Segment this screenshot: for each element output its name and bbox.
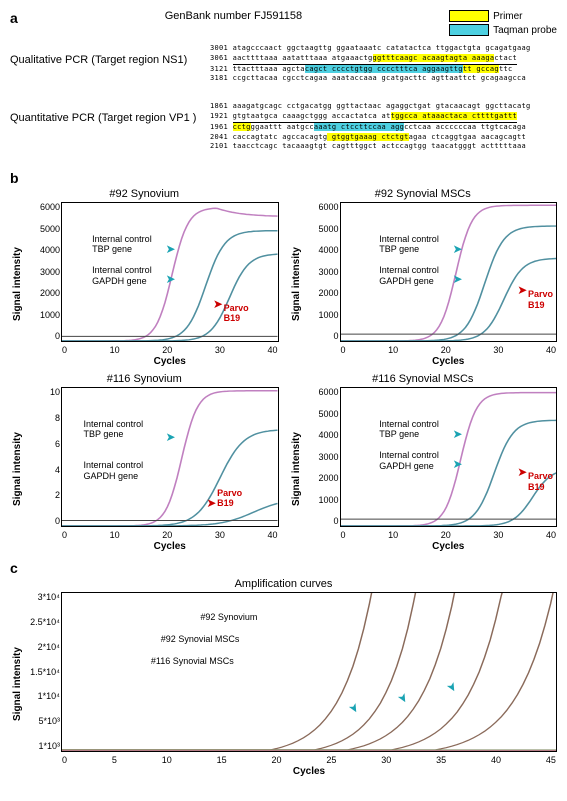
annot-sample: #92 Synovial MSCs xyxy=(161,634,240,645)
plot: 6000500040003000200010000 Internal contr… xyxy=(340,202,558,342)
chart-b2: #92 Synovial MSCs Signal intensity 60005… xyxy=(289,188,558,367)
panel-b-label: b xyxy=(10,170,19,186)
arrow-icon: ➤ xyxy=(165,430,175,444)
chart-b1: #92 Synovium Signal intensity 6000500040… xyxy=(10,188,279,367)
y-ticks: 6000500040003000200010000 xyxy=(309,388,339,526)
arrow-icon: ➤ xyxy=(453,272,463,286)
y-label: Signal intensity xyxy=(289,202,304,367)
chart-title: #92 Synovium xyxy=(10,188,279,200)
y-ticks: 6000500040003000200010000 xyxy=(309,203,339,341)
x-label: Cycles xyxy=(61,356,279,367)
quant-sequence: 1861 aaagatgcagc cctgacatgg ggttactaac a… xyxy=(210,102,531,152)
arrow-icon: ➤ xyxy=(517,465,527,479)
panel-c: c Amplification curves Signal intensity … xyxy=(10,560,557,777)
qual-sequence: 3001 atagcccaact ggctaagttg ggaataaatc c… xyxy=(210,44,531,84)
x-ticks: 010203040 xyxy=(62,345,278,355)
chart-title: #92 Synovial MSCs xyxy=(289,188,558,200)
legend-swatch-probe xyxy=(449,24,489,36)
annot-gapdh: Internal controlGAPDH gene xyxy=(84,460,144,482)
legend-primer: Primer xyxy=(493,11,522,22)
x-label: Cycles xyxy=(340,541,558,552)
qual-section: Qualitative PCR (Target region NS1) 3001… xyxy=(10,44,557,84)
annot-tbp: Internal controlTBP gene xyxy=(379,419,439,441)
panel-a: a GenBank number FJ591158 Primer Taqman … xyxy=(10,10,557,152)
annot-sample: #92 Synovium xyxy=(200,612,257,623)
panel-c-xlabel: Cycles xyxy=(61,766,557,777)
x-label: Cycles xyxy=(340,356,558,367)
chart-title: #116 Synovial MSCs xyxy=(289,373,558,385)
y-ticks: 1086420 xyxy=(30,388,60,526)
arrow-icon: ➤ xyxy=(165,242,175,256)
arrow-icon: ➤ xyxy=(453,427,463,441)
annot-parvo: ParvoB19 xyxy=(217,488,242,510)
chart-grid: #92 Synovium Signal intensity 6000500040… xyxy=(10,188,557,552)
annot-gapdh: Internal controlGAPDH gene xyxy=(379,265,439,287)
y-label: Signal intensity xyxy=(289,387,304,552)
x-label: Cycles xyxy=(61,541,279,552)
plot: 1086420 Internal controlTBP gene Interna… xyxy=(61,387,279,527)
arrow-icon: ➤ xyxy=(517,283,527,297)
plot: 6000500040003000200010000 Internal contr… xyxy=(61,202,279,342)
arrow-icon: ➤ xyxy=(213,297,223,311)
legend-swatch-primer xyxy=(449,10,489,22)
annot-parvo: ParvoB19 xyxy=(528,289,553,311)
x-ticks: 010203040 xyxy=(341,345,557,355)
x-ticks: 010203040 xyxy=(62,530,278,540)
annot-sample: #116 Synovial MSCs xyxy=(151,656,234,667)
arrow-icon: ➤ xyxy=(206,496,216,510)
arrow-icon: ➤ xyxy=(453,457,463,471)
panel-c-ylabel: Signal intensity xyxy=(10,592,25,777)
annot-tbp: Internal controlTBP gene xyxy=(379,234,439,256)
panel-c-plot: 3*10⁴2.5*10⁴2*10⁴1.5*10⁴1*10⁴5*10³1*10³ … xyxy=(61,592,557,752)
chart-title: #116 Synovium xyxy=(10,373,279,385)
annot-gapdh: Internal controlGAPDH gene xyxy=(379,450,439,472)
y-label: Signal intensity xyxy=(10,202,25,367)
chart-b4: #116 Synovial MSCs Signal intensity 6000… xyxy=(289,373,558,552)
y-label: Signal intensity xyxy=(10,387,25,552)
plot: 6000500040003000200010000 Internal contr… xyxy=(340,387,558,527)
annot-parvo: ParvoB19 xyxy=(224,303,249,325)
qual-title: Qualitative PCR (Target region NS1) xyxy=(10,44,210,66)
y-ticks: 3*10⁴2.5*10⁴2*10⁴1.5*10⁴1*10⁴5*10³1*10³ xyxy=(30,593,60,751)
x-ticks: 010203040 xyxy=(341,530,557,540)
quant-section: Quantitative PCR (Target region VP1 ) 18… xyxy=(10,102,557,152)
annot-gapdh: Internal controlGAPDH gene xyxy=(92,265,152,287)
panel-c-title: Amplification curves xyxy=(10,578,557,590)
x-ticks: 051015202530354045 xyxy=(62,755,556,765)
legend-probe: Taqman probe xyxy=(493,25,557,36)
genbank-number: GenBank number FJ591158 xyxy=(18,10,449,22)
arrow-icon: ➤ xyxy=(165,272,175,286)
chart-b3: #116 Synovium Signal intensity 1086420 I… xyxy=(10,373,279,552)
annot-parvo: ParvoB19 xyxy=(528,471,553,493)
annot-tbp: Internal controlTBP gene xyxy=(92,234,152,256)
panel-a-label: a xyxy=(10,10,18,26)
arrow-icon: ➤ xyxy=(453,242,463,256)
panel-b: b #92 Synovium Signal intensity 60005000… xyxy=(10,170,557,552)
quant-title: Quantitative PCR (Target region VP1 ) xyxy=(10,102,210,124)
legend: Primer Taqman probe xyxy=(449,10,557,36)
panel-c-label: c xyxy=(10,560,18,576)
annot-tbp: Internal controlTBP gene xyxy=(84,419,144,441)
y-ticks: 6000500040003000200010000 xyxy=(30,203,60,341)
